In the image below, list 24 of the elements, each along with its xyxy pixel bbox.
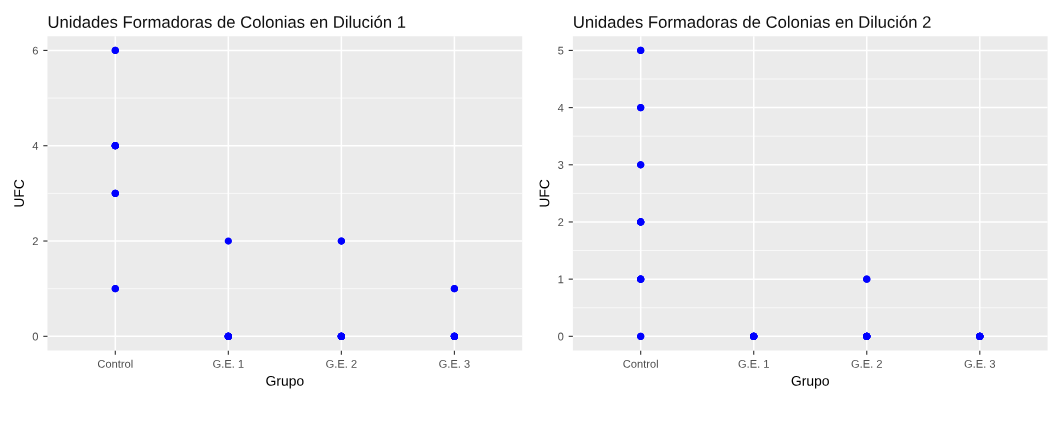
y-tick-label: 4 bbox=[32, 142, 39, 150]
x-tick-label: G.E. 2 bbox=[326, 359, 357, 368]
y-tick-label: 1 bbox=[558, 275, 564, 284]
y-tick-label: 5 bbox=[558, 46, 564, 55]
x-axis-title: Grupo bbox=[266, 375, 304, 389]
x-tick-label: Control bbox=[97, 359, 133, 368]
chart-title: Unidades Formadoras de Colonias en Dilución 1 bbox=[48, 15, 406, 28]
y-tick-label: 0 bbox=[558, 332, 564, 341]
x-tick-label: G.E. 3 bbox=[964, 359, 996, 368]
x-axis-title: Grupo bbox=[791, 375, 829, 389]
y-tick-label: 4 bbox=[557, 103, 564, 112]
y-tick-label: 6 bbox=[32, 46, 38, 55]
x-tick-label: G.E. 3 bbox=[439, 359, 470, 368]
x-tick-label: G.E. 2 bbox=[851, 359, 882, 368]
y-tick-label: 2 bbox=[32, 237, 38, 246]
x-tick-label: Control bbox=[623, 359, 658, 368]
y-tick-label: 3 bbox=[558, 161, 564, 169]
y-tick-label: 2 bbox=[558, 218, 564, 226]
y-axis-title: UFC bbox=[539, 179, 550, 207]
y-axis-title: UFC bbox=[14, 179, 24, 207]
chart-title: Unidades Formadoras de Colonias en Dilución 2 bbox=[574, 15, 931, 28]
y-tick-label: 0 bbox=[32, 332, 39, 341]
x-tick-label: G.E. 1 bbox=[738, 359, 769, 368]
x-tick-label: G.E. 1 bbox=[213, 359, 244, 368]
